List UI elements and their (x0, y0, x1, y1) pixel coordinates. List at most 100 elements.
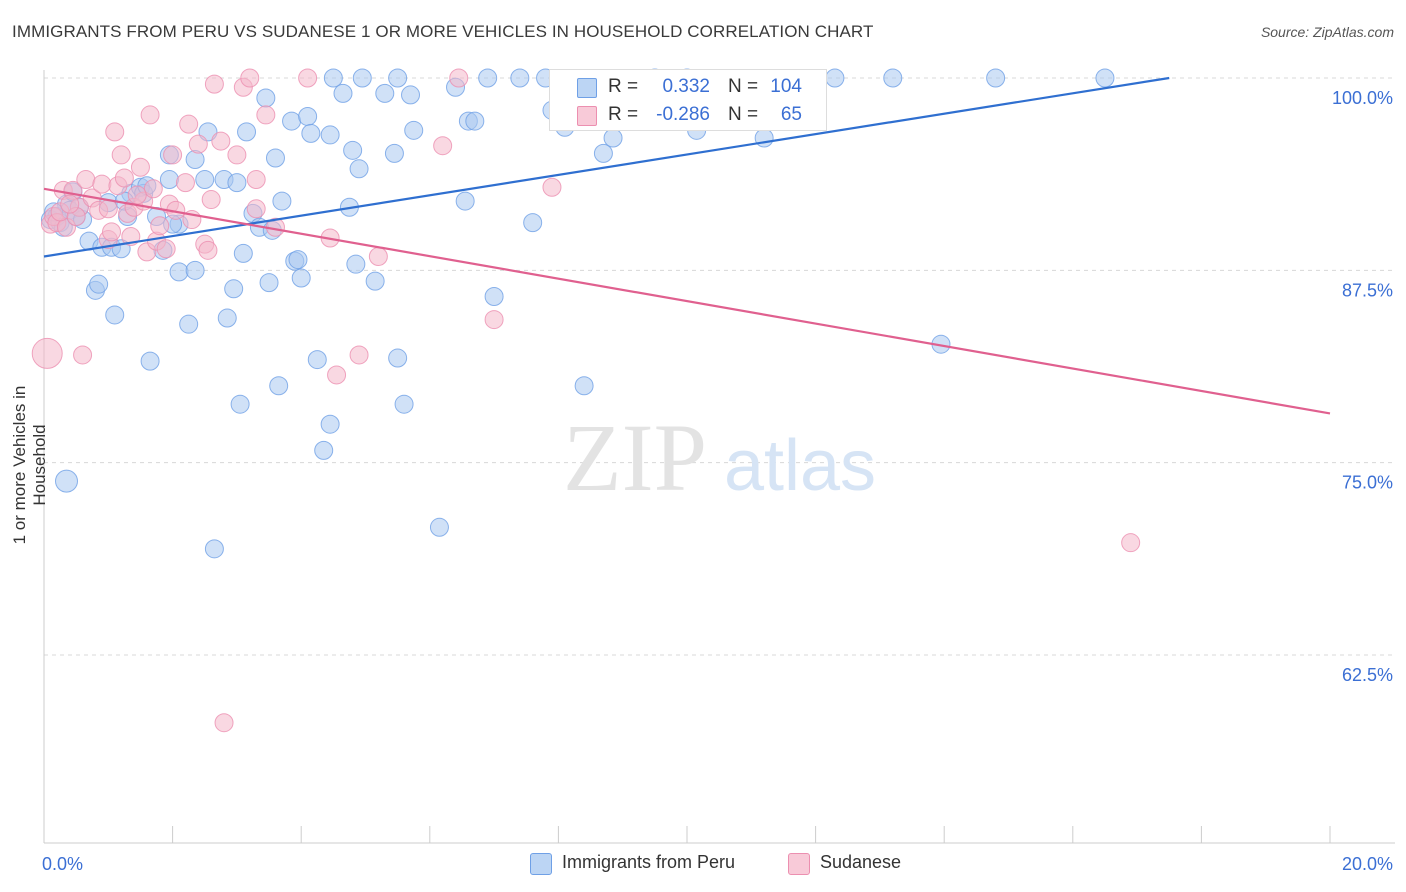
point-peru (227, 173, 247, 193)
legend-row-sudanese: R = -0.286 N = 65 (550, 101, 826, 129)
point-peru (55, 469, 79, 493)
source-label: Source: ZipAtlas.com (1260, 24, 1394, 40)
point-sudanese (246, 170, 266, 190)
point-peru (224, 279, 244, 299)
bottom-legend-swatch-peru (530, 853, 552, 875)
point-sudanese (198, 240, 218, 260)
point-peru (259, 273, 279, 293)
x-tick-label: 20.0% (1342, 854, 1393, 874)
point-peru (230, 394, 250, 414)
point-peru (388, 348, 408, 368)
trend-line-peru (43, 76, 1170, 258)
point-sudanese (73, 345, 93, 365)
point-sudanese (1121, 533, 1141, 553)
point-peru (195, 170, 215, 190)
point-sudanese (130, 157, 150, 177)
point-peru (185, 150, 205, 170)
point-sudanese (156, 239, 176, 259)
point-peru (159, 170, 179, 190)
point-peru (401, 85, 421, 105)
point-peru (320, 414, 340, 434)
legend-row-peru: R = 0.332 N = 104 (550, 73, 826, 101)
point-sudanese (240, 68, 260, 88)
y-tick-label: 75.0% (1342, 473, 1393, 493)
point-peru (384, 143, 404, 163)
point-sudanese (327, 365, 347, 385)
point-sudanese (92, 174, 112, 194)
point-peru (465, 111, 485, 131)
point-peru (603, 128, 623, 148)
point-sudanese (114, 168, 134, 188)
point-sudanese (246, 199, 266, 219)
legend-n-value: 65 (780, 104, 802, 125)
point-sudanese (140, 105, 160, 125)
x-tick-labels: 0.0% 20.0% (42, 854, 1393, 874)
point-peru (307, 350, 327, 370)
y-tick-label: 62.5% (1342, 665, 1393, 685)
point-peru (282, 111, 302, 131)
point-sudanese (98, 199, 118, 219)
point-peru (394, 394, 414, 414)
point-sudanese (214, 713, 234, 733)
point-peru (288, 250, 308, 270)
point-peru (1095, 68, 1115, 88)
point-peru (333, 83, 353, 103)
bottom-legend-swatch-sudanese (788, 853, 810, 875)
point-sudanese (433, 136, 453, 156)
bottom-legend-label-sudanese: Sudanese (820, 852, 902, 872)
point-peru (89, 274, 109, 294)
bottom-legend-label-peru: Immigrants from Peru (562, 852, 736, 872)
point-peru (986, 68, 1006, 88)
legend-n-value: 104 (770, 76, 802, 97)
point-sudanese (449, 68, 469, 88)
legend-r-value: 0.332 (662, 76, 710, 97)
point-peru (323, 68, 343, 88)
point-sudanese (256, 105, 276, 125)
point-sudanese (60, 194, 80, 214)
point-peru (510, 68, 530, 88)
legend-swatch-sudanese (577, 106, 597, 126)
point-sudanese (204, 74, 224, 94)
point-peru (593, 143, 613, 163)
point-peru (523, 213, 543, 233)
point-sudanese (102, 222, 122, 242)
point-peru (375, 83, 395, 103)
point-peru (352, 68, 372, 88)
point-peru (256, 88, 276, 108)
y-tick-label: 100.0% (1332, 88, 1393, 108)
y-tick-labels: 100.0% 87.5% 75.0% 62.5% (1332, 88, 1393, 685)
watermark-atlas: atlas (724, 426, 876, 506)
point-peru (455, 191, 475, 211)
point-peru (204, 539, 224, 559)
legend-r-value: -0.286 (656, 104, 710, 125)
point-sudanese (76, 170, 96, 190)
point-sudanese (349, 345, 369, 365)
point-peru (298, 106, 318, 126)
point-sudanese (298, 68, 318, 88)
legend-n-label: N = (728, 76, 759, 97)
point-peru (429, 517, 449, 537)
point-sudanese (201, 190, 221, 210)
legend-swatch-peru (577, 78, 597, 98)
point-peru (883, 68, 903, 88)
point-sudanese (211, 131, 231, 151)
point-peru (179, 314, 199, 334)
point-peru (825, 68, 845, 88)
chart-title: IMMIGRANTS FROM PERU VS SUDANESE 1 OR MO… (12, 22, 874, 41)
point-peru (343, 140, 363, 160)
point-peru (265, 148, 285, 168)
point-peru (484, 286, 504, 306)
point-sudanese (111, 145, 131, 165)
point-sudanese (105, 122, 125, 142)
point-peru (349, 159, 369, 179)
point-peru (478, 68, 498, 88)
point-sudanese (143, 179, 163, 199)
y-tick-label: 87.5% (1342, 280, 1393, 300)
legend-r-label: R = (608, 104, 639, 125)
legend-r-label: R = (608, 76, 639, 97)
point-peru (237, 122, 257, 142)
point-peru (365, 271, 385, 291)
trend-line-sudanese (43, 187, 1331, 415)
point-sudanese (368, 246, 388, 266)
point-peru (388, 68, 408, 88)
